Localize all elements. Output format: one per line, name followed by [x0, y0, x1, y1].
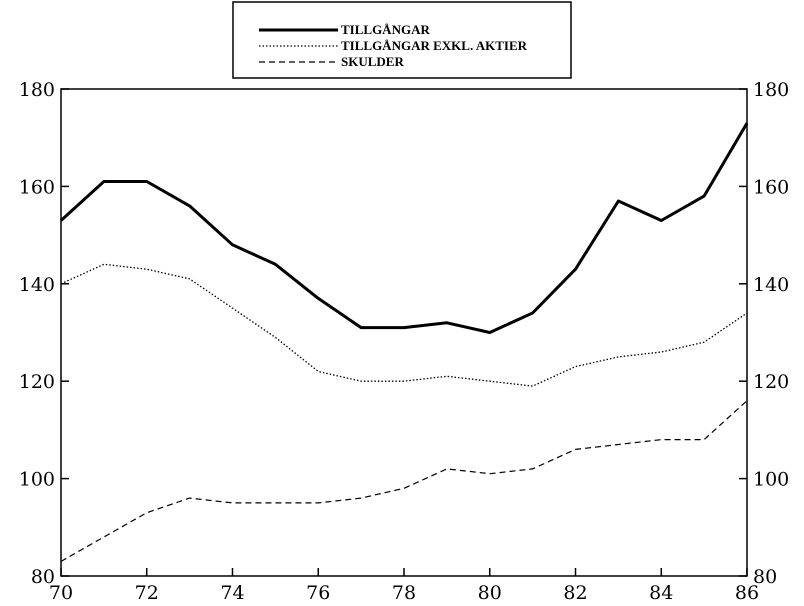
plot-frame	[60, 88, 748, 577]
series-line-2	[60, 400, 748, 562]
chart-marks: 80 80 100 100 120 120 140 140 160 160 180 180 70 72 74…	[19, 79, 790, 604]
series-line-0	[59, 122, 749, 334]
x-tick-label: 76	[306, 582, 330, 604]
x-tick-label: 70	[49, 582, 73, 604]
y-tick-label-left: 100	[19, 469, 55, 491]
y-tick-label-right: 80	[753, 566, 777, 588]
y-tick-label-left: 140	[19, 274, 55, 296]
x-tick-label: 78	[392, 582, 416, 604]
y-tick-label-right: 180	[753, 79, 789, 101]
x-tick-label: 72	[135, 582, 159, 604]
legend-label-series-0: TILLGÅNGAR	[341, 22, 430, 37]
legend-box	[232, 1, 572, 79]
y-tick-label-right: 120	[753, 371, 789, 393]
y-tick-label-left: 180	[19, 79, 55, 101]
x-tick-label: 86	[735, 582, 759, 604]
y-tick-label-left: 80	[31, 566, 55, 588]
legend-label-series-1: TILLGÅNGAR EXKL. AKTIER	[341, 38, 528, 53]
y-tick-label-right: 140	[753, 274, 789, 296]
x-tick-label: 84	[649, 582, 673, 604]
x-tick-label: 82	[563, 582, 587, 604]
series-line-1	[60, 263, 748, 387]
y-tick-label-right: 160	[753, 176, 789, 198]
y-tick-label-right: 100	[753, 469, 789, 491]
legend: TILLGÅNGAR TILLGÅNGAR EXKL. AKTIER SKULD…	[232, 1, 572, 79]
y-tick-label-left: 120	[19, 371, 55, 393]
legend-label-series-2: SKULDER	[341, 54, 404, 69]
x-tick-label: 80	[478, 582, 502, 604]
y-tick-label-left: 160	[19, 176, 55, 198]
x-tick-label: 74	[220, 582, 244, 604]
